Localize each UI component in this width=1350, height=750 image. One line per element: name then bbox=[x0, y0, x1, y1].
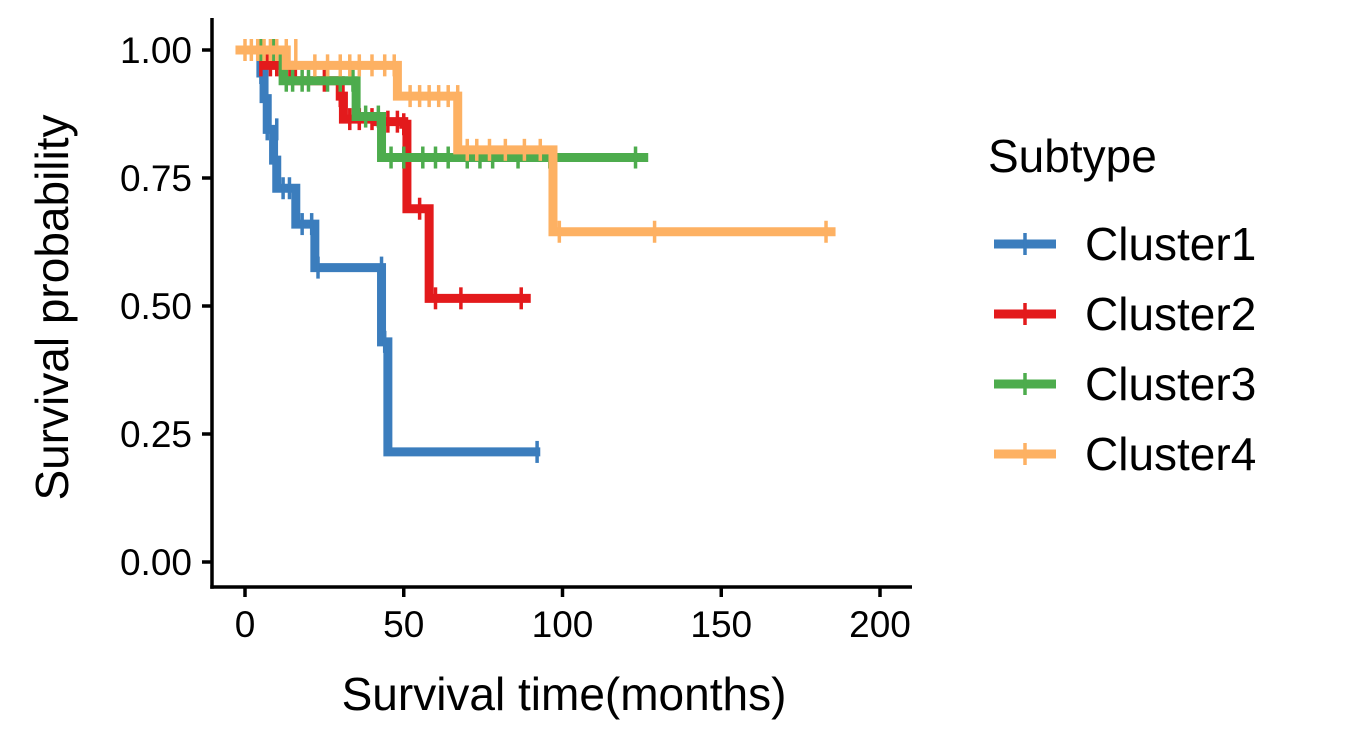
x-axis-ticks: 0 50 100 150 200 bbox=[235, 587, 911, 645]
x-tick-label: 0 bbox=[235, 604, 256, 645]
legend: Subtype Cluster1 Cluster2 Cluster3 Cluster4 bbox=[988, 130, 1256, 480]
legend-item: Cluster2 bbox=[994, 288, 1256, 340]
y-tick-label: 1.00 bbox=[120, 30, 192, 71]
legend-item: Cluster1 bbox=[994, 218, 1256, 270]
x-tick-label: 200 bbox=[849, 604, 911, 645]
series-cluster1 bbox=[245, 45, 541, 463]
legend-label: Cluster4 bbox=[1085, 428, 1256, 480]
y-axis-title: Survival probability bbox=[26, 114, 78, 500]
legend-item: Cluster3 bbox=[994, 358, 1256, 410]
x-tick-label: 100 bbox=[532, 604, 594, 645]
x-axis-title: Survival time(months) bbox=[342, 668, 787, 720]
y-axis-ticks: 0.00 0.25 0.50 0.75 1.00 bbox=[120, 30, 212, 583]
y-tick-label: 0.50 bbox=[120, 286, 192, 327]
series-cluster4 bbox=[235, 39, 836, 243]
x-tick-label: 150 bbox=[690, 604, 752, 645]
legend-label: Cluster3 bbox=[1085, 358, 1256, 410]
legend-item: Cluster4 bbox=[994, 428, 1256, 480]
survival-curve bbox=[245, 45, 541, 457]
plot-area bbox=[235, 39, 836, 463]
legend-label: Cluster1 bbox=[1085, 218, 1256, 270]
x-tick-label: 50 bbox=[383, 604, 424, 645]
legend-label: Cluster2 bbox=[1085, 288, 1256, 340]
y-tick-label: 0.25 bbox=[120, 414, 192, 455]
legend-title: Subtype bbox=[988, 130, 1157, 182]
y-tick-label: 0.00 bbox=[120, 542, 192, 583]
legend-items: Cluster1 Cluster2 Cluster3 Cluster4 bbox=[994, 218, 1256, 480]
y-tick-label: 0.75 bbox=[120, 158, 192, 199]
